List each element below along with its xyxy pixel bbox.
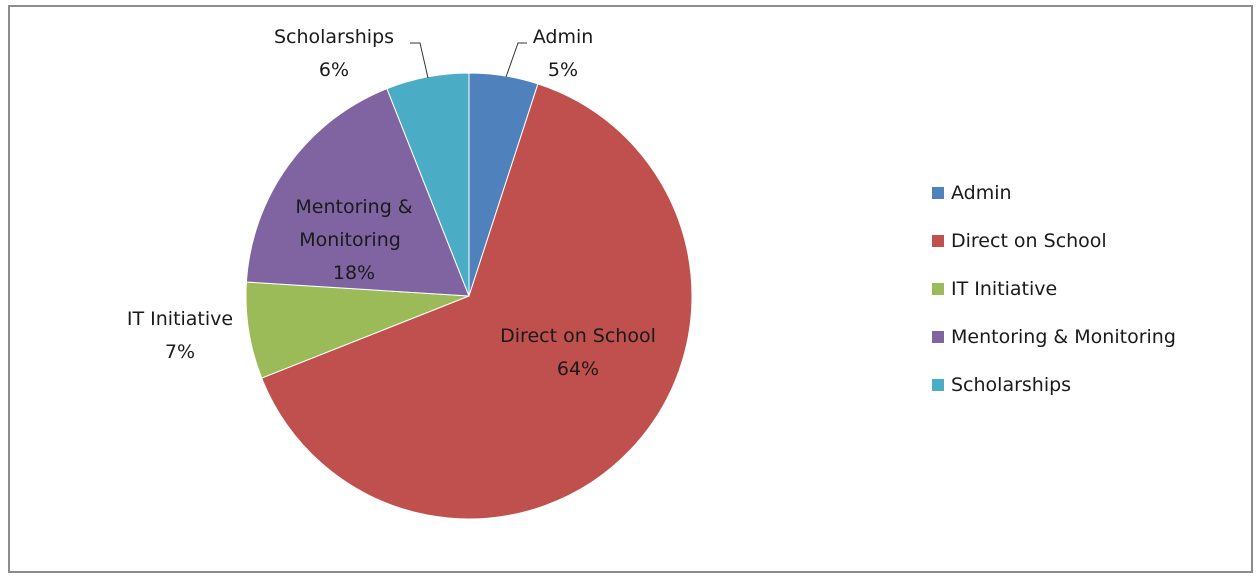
legend-swatch-it-initiative: [932, 283, 944, 295]
legend-swatch-scholarships: [932, 379, 944, 391]
data-label-mentoring-name: Mentoring &: [295, 196, 412, 218]
data-label-direct-on-school-name: Direct on School: [500, 325, 656, 347]
data-label-mentoring-name2: Monitoring: [299, 229, 401, 251]
data-label-scholarships-name: Scholarships: [274, 26, 394, 48]
pie-slice-direct-on-school: [261, 83, 693, 520]
leader-line-admin: [505, 42, 527, 78]
data-label-it-initiative-value: 7%: [165, 341, 195, 363]
data-label-direct-on-school-value: 64%: [557, 358, 599, 380]
legend-label-admin: Admin: [951, 182, 1012, 204]
legend-label-direct-on-school: Direct on School: [951, 230, 1107, 252]
leader-lines: [410, 42, 527, 79]
legend-label-mentoring-monitoring: Mentoring & Monitoring: [951, 326, 1176, 348]
legend-label-scholarships: Scholarships: [951, 374, 1072, 396]
legend-swatch-admin: [932, 187, 944, 199]
data-label-admin-name: Admin: [533, 26, 594, 48]
legend-item-direct-on-school: Direct on School: [932, 229, 1252, 253]
pie-slice-mentoring-monitoring: [245, 88, 470, 297]
data-label-mentoring-value: 18%: [333, 262, 375, 284]
legend-label-it-initiative: IT Initiative: [951, 278, 1058, 300]
data-label-it-initiative-name: IT Initiative: [127, 308, 233, 330]
legend-item-scholarships: Scholarships: [932, 373, 1252, 397]
legend-item-it-initiative: IT Initiative: [932, 277, 1252, 301]
legend-swatch-mentoring-monitoring: [932, 331, 944, 343]
chart-legend: Admin Direct on School IT Initiative Men…: [932, 181, 1252, 421]
data-label-admin-value: 5%: [548, 59, 578, 81]
legend-swatch-direct-on-school: [932, 235, 944, 247]
legend-item-mentoring-monitoring: Mentoring & Monitoring: [932, 325, 1252, 349]
data-label-scholarships-value: 6%: [319, 59, 349, 81]
legend-item-admin: Admin: [932, 181, 1252, 205]
pie-slices: [245, 72, 693, 520]
leader-line-scholarships: [410, 42, 429, 79]
pie-slice-scholarships: [386, 72, 470, 297]
